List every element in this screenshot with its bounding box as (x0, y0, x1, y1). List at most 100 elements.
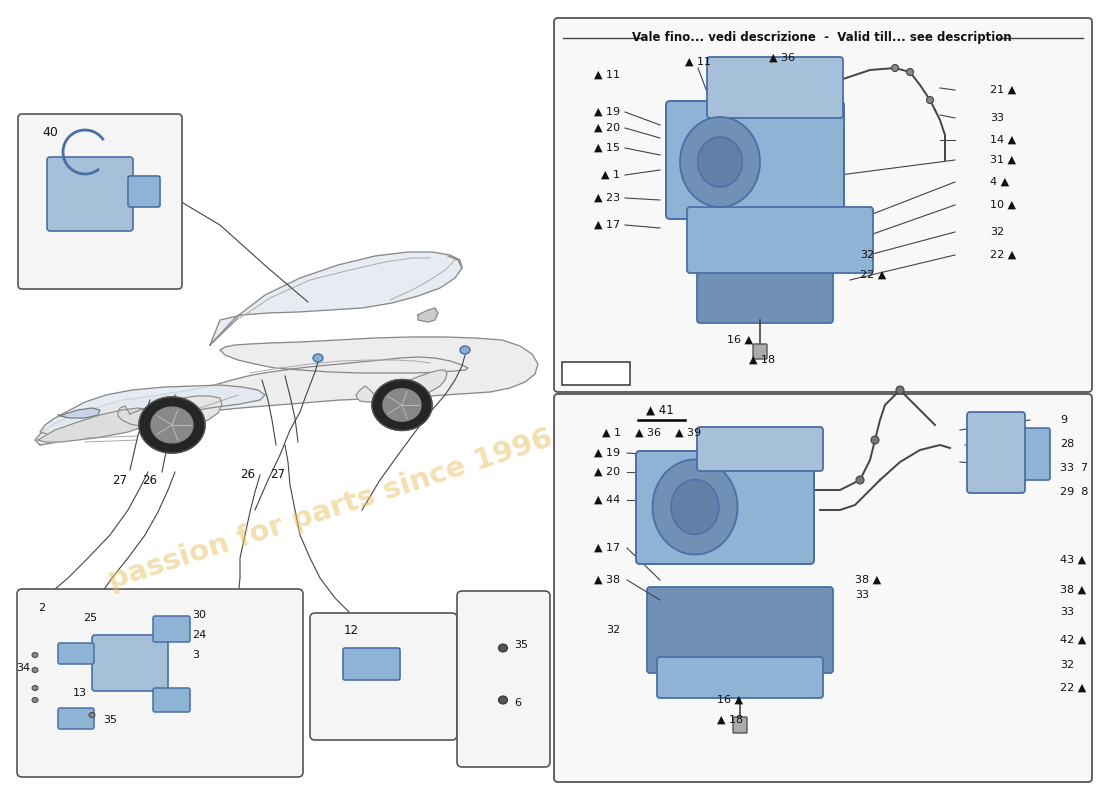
Text: 22 ▲: 22 ▲ (860, 270, 887, 280)
Text: 32: 32 (606, 625, 620, 635)
Text: 24: 24 (192, 630, 207, 640)
Ellipse shape (652, 459, 737, 554)
FancyBboxPatch shape (47, 157, 133, 231)
Text: 21 ▲: 21 ▲ (990, 85, 1016, 95)
FancyBboxPatch shape (456, 591, 550, 767)
FancyBboxPatch shape (688, 207, 873, 273)
Text: 4 ▲: 4 ▲ (990, 177, 1009, 187)
Text: 33: 33 (990, 113, 1004, 123)
FancyBboxPatch shape (58, 643, 94, 664)
Bar (562, 362, 630, 385)
Text: 6: 6 (514, 698, 521, 708)
Text: 34: 34 (15, 663, 30, 673)
Text: 38 ▲: 38 ▲ (1060, 585, 1086, 595)
Text: ▲ 41: ▲ 41 (646, 403, 674, 417)
FancyBboxPatch shape (707, 57, 843, 118)
Text: ▲ 18: ▲ 18 (749, 355, 775, 365)
Text: ▲ = 37: ▲ = 37 (575, 366, 617, 379)
FancyBboxPatch shape (310, 613, 456, 740)
FancyBboxPatch shape (733, 717, 747, 733)
Polygon shape (39, 408, 150, 442)
Ellipse shape (926, 97, 934, 103)
FancyBboxPatch shape (16, 589, 302, 777)
Ellipse shape (89, 713, 95, 718)
Text: ▲ 20: ▲ 20 (594, 123, 620, 133)
Ellipse shape (460, 346, 470, 354)
Ellipse shape (32, 667, 39, 673)
Ellipse shape (498, 696, 507, 704)
FancyBboxPatch shape (343, 648, 400, 680)
Polygon shape (418, 308, 438, 322)
Text: 27: 27 (271, 469, 286, 482)
Polygon shape (210, 252, 462, 345)
Text: 10 ▲: 10 ▲ (990, 200, 1016, 210)
Text: 35: 35 (103, 715, 117, 725)
Text: 28: 28 (1060, 439, 1075, 449)
Ellipse shape (498, 644, 507, 652)
Text: ▲ 11: ▲ 11 (685, 57, 711, 67)
Text: 12: 12 (343, 623, 359, 637)
Text: 31 ▲: 31 ▲ (990, 155, 1016, 165)
Text: 13: 13 (73, 688, 87, 698)
Text: 16 ▲: 16 ▲ (717, 695, 743, 705)
Text: ▲ 36: ▲ 36 (769, 53, 795, 63)
Text: ▲ 11: ▲ 11 (594, 70, 620, 80)
Polygon shape (58, 408, 100, 418)
FancyBboxPatch shape (1018, 428, 1050, 480)
Ellipse shape (671, 479, 719, 534)
Text: 26: 26 (241, 469, 255, 482)
Text: 30: 30 (192, 610, 206, 620)
Polygon shape (40, 385, 265, 435)
Text: ▲ 1: ▲ 1 (603, 428, 622, 438)
Polygon shape (151, 407, 192, 443)
Ellipse shape (906, 69, 913, 75)
FancyBboxPatch shape (697, 262, 833, 323)
FancyBboxPatch shape (18, 114, 182, 289)
Ellipse shape (314, 354, 323, 362)
Polygon shape (118, 396, 222, 428)
Text: ▲ 17: ▲ 17 (594, 543, 620, 553)
Polygon shape (356, 370, 447, 402)
Text: 32: 32 (990, 227, 1004, 237)
Text: ▲ 20: ▲ 20 (594, 467, 620, 477)
Text: 40: 40 (42, 126, 58, 139)
Text: ▲ 1: ▲ 1 (601, 170, 620, 180)
Polygon shape (372, 379, 432, 430)
Text: ▲ 18: ▲ 18 (717, 715, 744, 725)
FancyBboxPatch shape (967, 412, 1025, 493)
Text: ▲ 17: ▲ 17 (594, 220, 620, 230)
FancyBboxPatch shape (554, 394, 1092, 782)
FancyBboxPatch shape (754, 344, 767, 359)
FancyBboxPatch shape (657, 657, 823, 698)
Text: ▲ 23: ▲ 23 (594, 193, 620, 203)
Polygon shape (383, 389, 421, 421)
Text: 26: 26 (143, 474, 157, 486)
Text: 2: 2 (39, 603, 45, 613)
Text: 27: 27 (112, 474, 128, 486)
Text: ▲ 39: ▲ 39 (675, 428, 701, 438)
Text: ▲ 19: ▲ 19 (594, 448, 620, 458)
Ellipse shape (891, 65, 899, 71)
Text: 25: 25 (82, 613, 97, 623)
FancyBboxPatch shape (666, 101, 844, 219)
Ellipse shape (680, 117, 760, 207)
Text: 5: 5 (121, 638, 129, 648)
Text: ▲ 38: ▲ 38 (594, 575, 620, 585)
Text: 22 ▲: 22 ▲ (1060, 683, 1087, 693)
Text: 14 ▲: 14 ▲ (990, 135, 1016, 145)
Text: 33: 33 (1060, 607, 1074, 617)
FancyBboxPatch shape (153, 616, 190, 642)
Text: 43 ▲: 43 ▲ (1060, 555, 1086, 565)
Polygon shape (139, 397, 205, 453)
Text: 3: 3 (192, 650, 199, 660)
Text: 9: 9 (1060, 415, 1067, 425)
Text: 42 ▲: 42 ▲ (1060, 635, 1087, 645)
FancyBboxPatch shape (554, 18, 1092, 392)
Text: ▲ 15: ▲ 15 (594, 143, 620, 153)
FancyBboxPatch shape (153, 688, 190, 712)
FancyBboxPatch shape (92, 635, 168, 691)
Text: 32: 32 (860, 250, 875, 260)
Ellipse shape (32, 653, 39, 658)
Text: 16 ▲: 16 ▲ (727, 335, 754, 345)
Text: 29  8: 29 8 (1060, 487, 1088, 497)
